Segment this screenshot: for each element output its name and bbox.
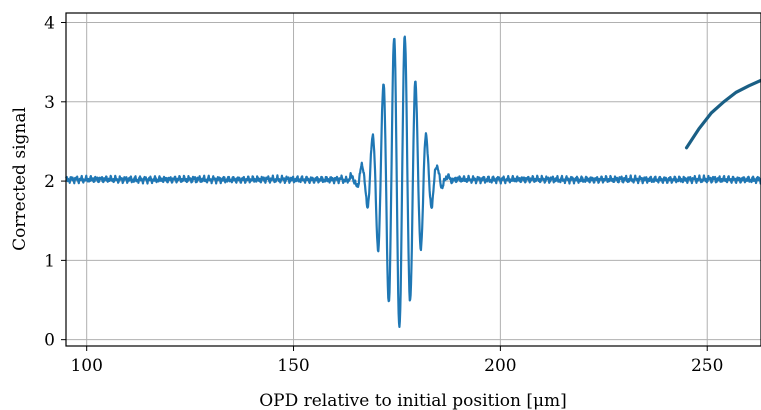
series-curve-line [684,78,761,150]
x-tick-label: 150 [277,356,309,376]
y-tick-label: 2 [44,172,55,192]
y-tick-label: 0 [44,331,55,351]
y-tick-label: 3 [44,93,55,113]
x-tick-label: 100 [70,356,102,376]
series-signal-line [65,35,761,329]
y-tick-label: 1 [44,251,55,271]
y-tick-label: 4 [44,14,55,34]
series-layer [65,35,761,329]
plot-frame [65,12,761,347]
x-axis-label: OPD relative to initial position [μm] [259,391,567,410]
ticks: 100 150 200 250 0 1 2 3 4 [44,14,723,376]
x-tick-label: 200 [484,356,516,376]
y-axis-label: Corrected signal [10,107,30,251]
x-tick-label: 250 [691,356,723,376]
